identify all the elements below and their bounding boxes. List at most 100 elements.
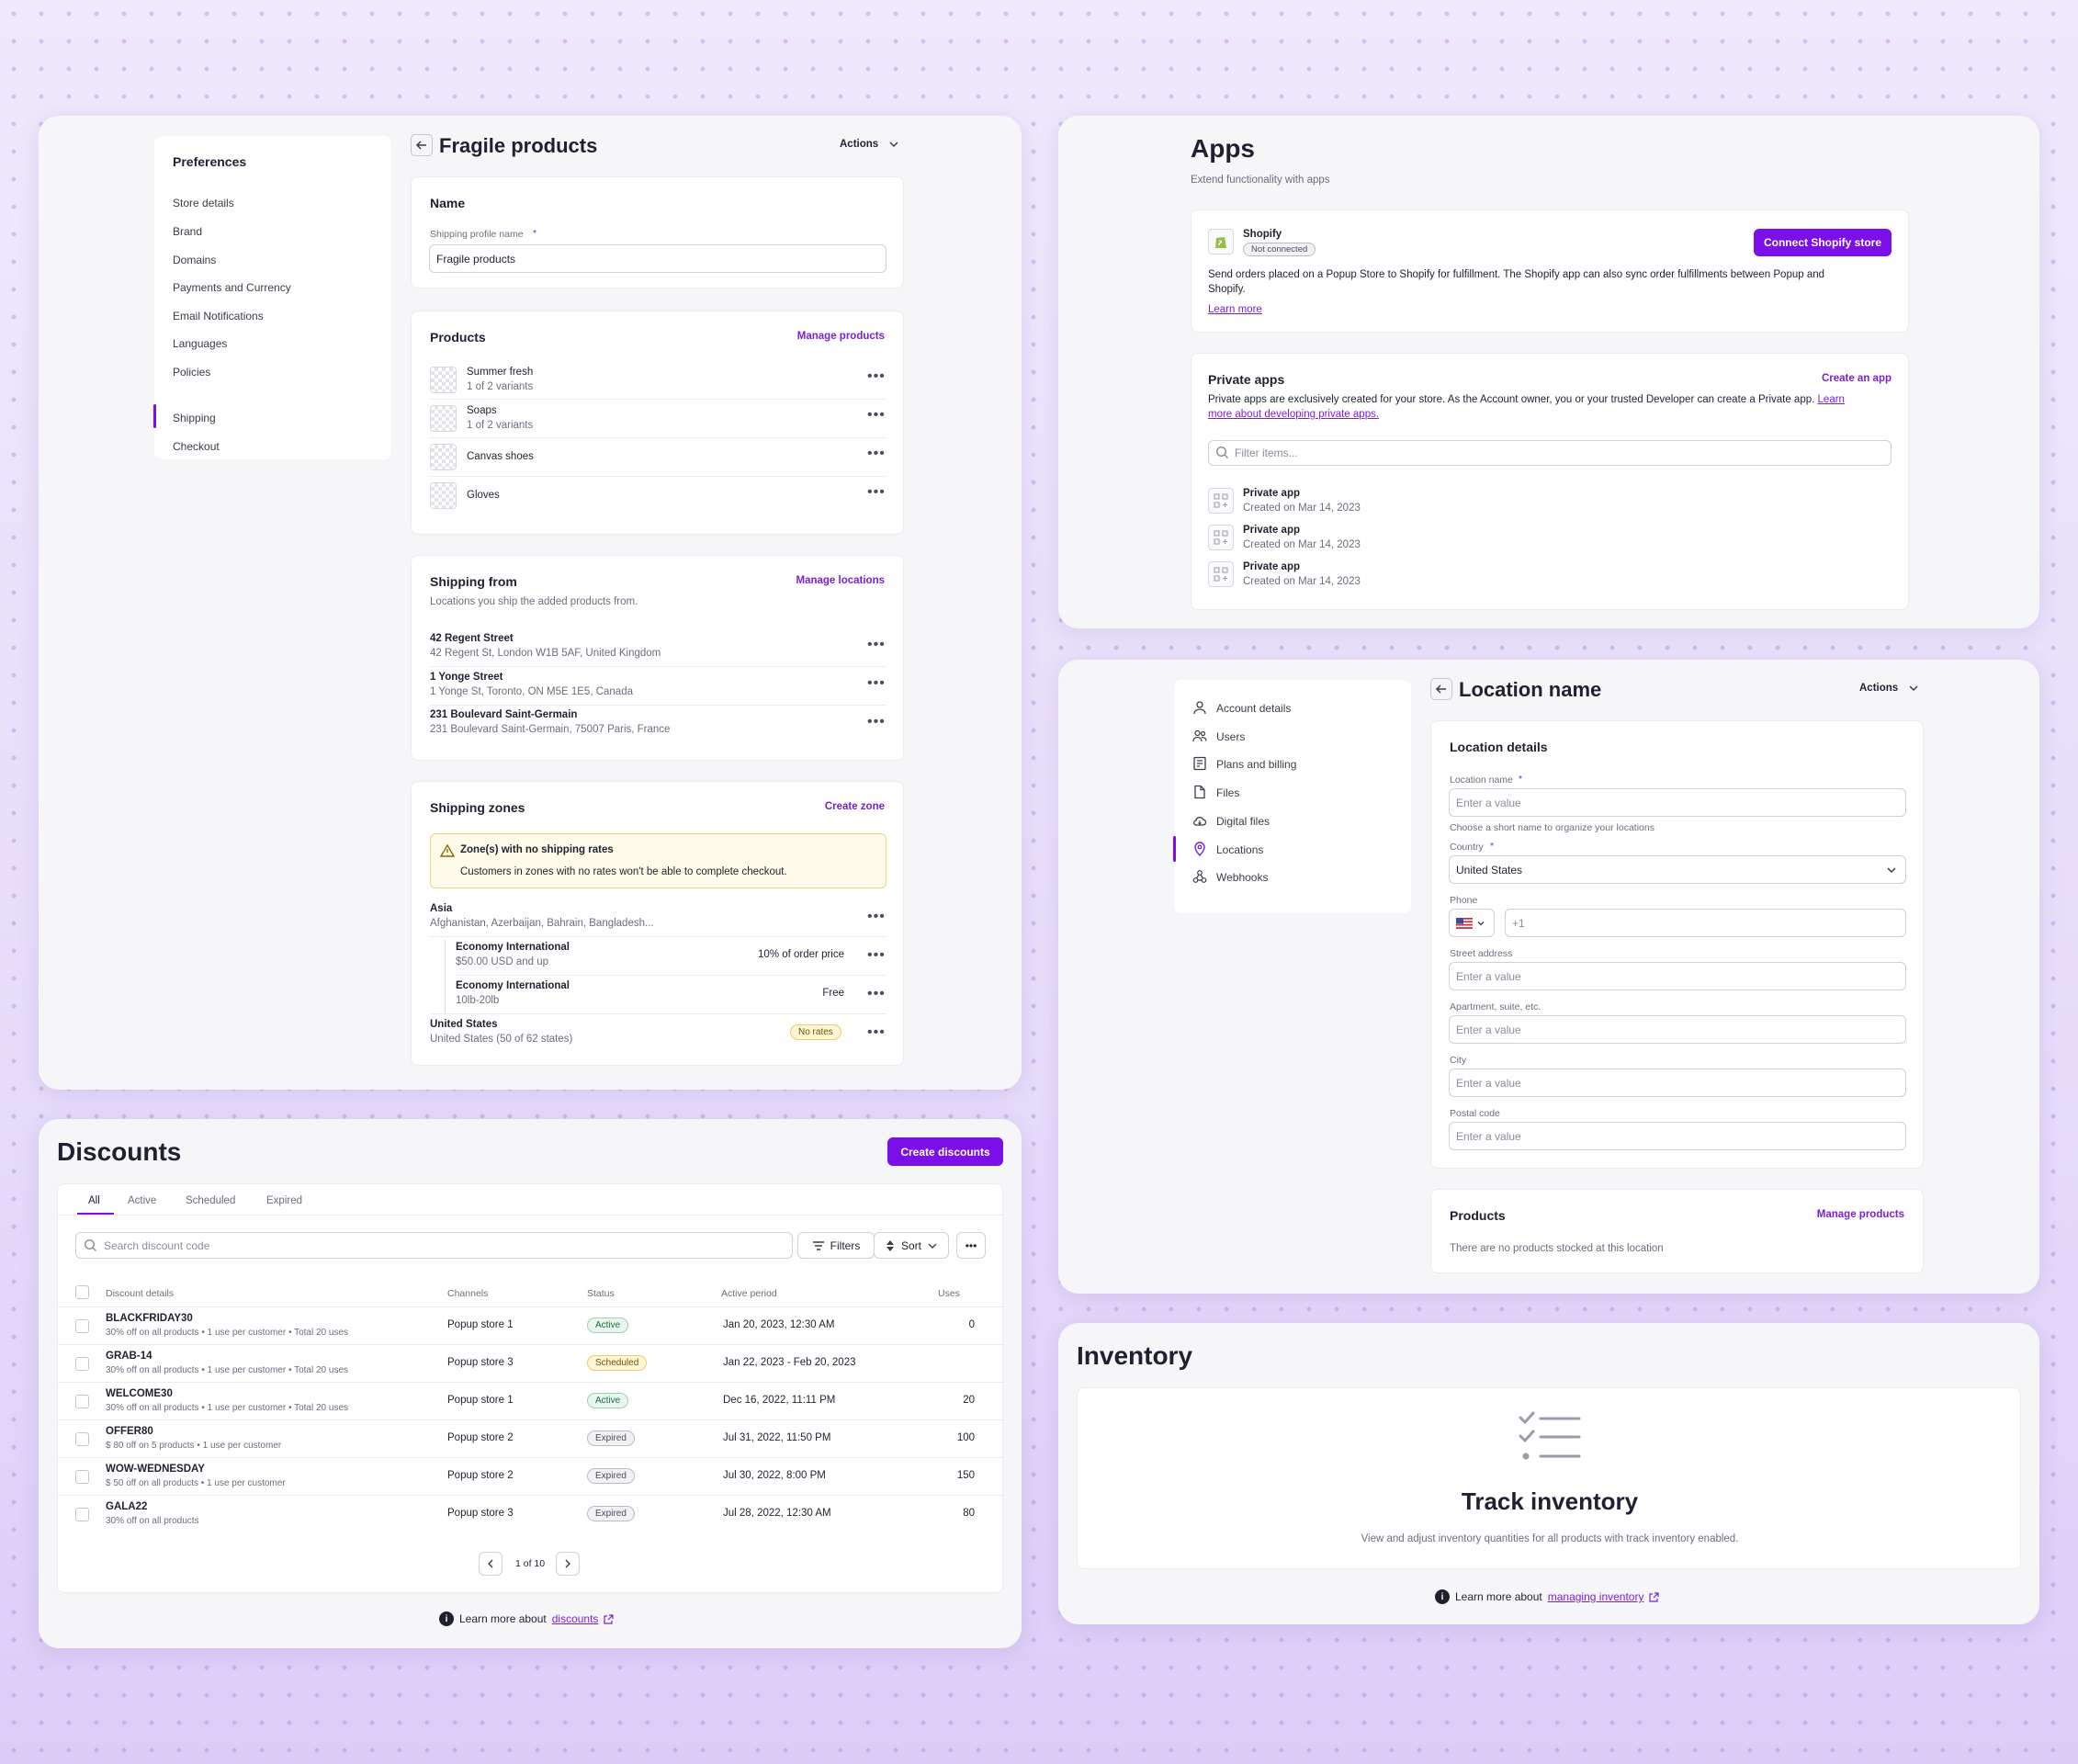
chevron-down-icon[interactable] bbox=[1885, 864, 1898, 876]
list-item[interactable]: Private app Created on Mar 14, 2023 bbox=[1208, 486, 1892, 519]
shopify-name: Shopify bbox=[1243, 229, 1282, 240]
developing-private-apps-link[interactable]: more about developing private apps. bbox=[1208, 409, 1380, 420]
sidebar-item-plans-and-billing[interactable]: Plans and billing bbox=[1174, 752, 1411, 776]
phone-country-select[interactable] bbox=[1449, 909, 1495, 937]
more-options-button[interactable]: ••• bbox=[956, 1232, 986, 1259]
create-app-link[interactable]: Create an app bbox=[1821, 373, 1892, 384]
more-icon[interactable]: ••• bbox=[867, 368, 886, 384]
more-icon[interactable]: ••• bbox=[867, 675, 886, 691]
table-row[interactable]: WELCOME30 30% off on all products • 1 us… bbox=[58, 1383, 1004, 1420]
manage-products-link[interactable]: Manage products bbox=[796, 331, 885, 342]
manage-locations-link[interactable]: Manage locations bbox=[796, 575, 886, 586]
inventory-title: Inventory bbox=[1077, 1341, 1193, 1370]
discount-period: Jul 28, 2022, 12:30 AM bbox=[723, 1508, 831, 1519]
location-name: 231 Boulevard Saint-Germain bbox=[430, 709, 578, 720]
select-all-checkbox[interactable] bbox=[75, 1285, 89, 1299]
nav-languages[interactable]: Languages bbox=[173, 337, 228, 350]
street-input[interactable]: Enter a value bbox=[1449, 962, 1906, 990]
location-name: 1 Yonge Street bbox=[430, 672, 503, 683]
country-select[interactable]: United States bbox=[1449, 855, 1906, 884]
filter-items-input[interactable]: Filter items... bbox=[1208, 440, 1892, 466]
sidebar-item-users[interactable]: Users bbox=[1174, 725, 1411, 749]
location-name-input[interactable]: Enter a value bbox=[1449, 788, 1906, 817]
prev-page-button[interactable] bbox=[479, 1552, 503, 1576]
table-row[interactable]: WOW-WEDNESDAY $ 50 off on all products •… bbox=[58, 1458, 1004, 1496]
create-discounts-button[interactable]: Create discounts bbox=[887, 1137, 1003, 1166]
sidebar-item-account-details[interactable]: Account details bbox=[1174, 696, 1411, 720]
table-row[interactable]: GALA22 30% off on all products Popup sto… bbox=[58, 1496, 1004, 1533]
discount-period: Jan 22, 2023 - Feb 20, 2023 bbox=[723, 1357, 856, 1368]
app-name: Private app bbox=[1243, 561, 1300, 572]
nav-store-details[interactable]: Store details bbox=[173, 197, 234, 209]
search-placeholder: Search discount code bbox=[104, 1238, 210, 1252]
sort-button[interactable]: Sort bbox=[874, 1232, 949, 1259]
more-icon[interactable]: ••• bbox=[867, 947, 886, 963]
create-zone-link[interactable]: Create zone bbox=[824, 801, 885, 812]
learn-link[interactable]: Learn bbox=[1817, 394, 1845, 405]
more-icon[interactable]: ••• bbox=[867, 407, 886, 423]
table-row[interactable]: GRAB-14 30% off on all products • 1 use … bbox=[58, 1345, 1004, 1383]
back-arrow-icon[interactable] bbox=[1430, 678, 1452, 700]
nav-checkout[interactable]: Checkout bbox=[173, 440, 220, 453]
row-checkbox[interactable] bbox=[75, 1508, 89, 1521]
discounts-learn-more: i Learn more about discounts bbox=[439, 1611, 615, 1626]
divider bbox=[58, 1306, 1004, 1307]
table-row[interactable]: BLACKFRIDAY30 30% off on all products • … bbox=[58, 1307, 1004, 1345]
filters-button[interactable]: Filters bbox=[797, 1232, 875, 1259]
nav-shipping[interactable]: Shipping bbox=[173, 412, 216, 424]
more-icon[interactable]: ••• bbox=[867, 986, 886, 1001]
nav-email[interactable]: Email Notifications bbox=[173, 310, 264, 322]
chevron-down-icon[interactable] bbox=[1907, 682, 1920, 695]
tab-active[interactable]: Active bbox=[128, 1195, 157, 1206]
track-inventory-desc: View and adjust inventory quantities for… bbox=[1361, 1533, 1739, 1544]
profile-name-label: Shipping profile name bbox=[430, 229, 524, 240]
learn-more-link[interactable]: Learn more bbox=[1208, 304, 1262, 315]
sidebar-item-webhooks[interactable]: Webhooks bbox=[1174, 865, 1411, 889]
more-icon[interactable]: ••• bbox=[867, 1024, 886, 1040]
nav-domains[interactable]: Domains bbox=[173, 254, 217, 266]
list-item[interactable]: Private app Created on Mar 14, 2023 bbox=[1208, 560, 1892, 593]
managing-inventory-link[interactable]: managing inventory bbox=[1547, 1590, 1644, 1603]
discount-uses: 100 bbox=[956, 1432, 975, 1443]
actions-menu[interactable]: Actions bbox=[840, 139, 879, 150]
row-checkbox[interactable] bbox=[75, 1357, 89, 1371]
more-icon[interactable]: ••• bbox=[867, 637, 886, 652]
sidebar-item-locations[interactable]: Locations bbox=[1173, 835, 1411, 862]
back-arrow-icon[interactable] bbox=[411, 134, 433, 156]
tab-expired[interactable]: Expired bbox=[266, 1195, 302, 1206]
shipping-from-desc: Locations you ship the added products fr… bbox=[430, 596, 638, 607]
more-icon[interactable]: ••• bbox=[867, 714, 886, 729]
product-thumbnail bbox=[430, 367, 457, 393]
apartment-input[interactable]: Enter a value bbox=[1449, 1015, 1906, 1044]
city-input[interactable]: Enter a value bbox=[1449, 1069, 1906, 1097]
table-row[interactable]: OFFER80 $ 80 off on 5 products • 1 use p… bbox=[58, 1420, 1004, 1458]
profile-name-input[interactable]: Fragile products bbox=[429, 244, 887, 273]
next-page-button[interactable] bbox=[556, 1552, 580, 1576]
manage-products-link[interactable]: Manage products bbox=[1816, 1209, 1904, 1220]
row-checkbox[interactable] bbox=[75, 1395, 89, 1408]
chevron-down-icon[interactable] bbox=[887, 138, 900, 151]
search-discount-input[interactable]: Search discount code bbox=[75, 1232, 793, 1259]
location-products-title: Products bbox=[1450, 1208, 1506, 1223]
more-icon[interactable]: ••• bbox=[867, 484, 886, 500]
sidebar-item-digital-files[interactable]: Digital files bbox=[1174, 809, 1411, 833]
nav-policies[interactable]: Policies bbox=[173, 366, 211, 379]
sidebar-item-files[interactable]: Files bbox=[1174, 781, 1411, 805]
nav-brand[interactable]: Brand bbox=[173, 225, 203, 238]
connect-shopify-button[interactable]: Connect Shopify store bbox=[1754, 229, 1892, 256]
row-checkbox[interactable] bbox=[75, 1319, 89, 1333]
postal-input[interactable]: Enter a value bbox=[1449, 1122, 1906, 1150]
row-checkbox[interactable] bbox=[75, 1470, 89, 1484]
discounts-link[interactable]: discounts bbox=[551, 1612, 599, 1625]
actions-menu[interactable]: Actions bbox=[1859, 683, 1899, 694]
row-checkbox[interactable] bbox=[75, 1432, 89, 1446]
more-icon[interactable]: ••• bbox=[867, 909, 886, 924]
more-icon[interactable]: ••• bbox=[867, 446, 886, 461]
nav-payments[interactable]: Payments and Currency bbox=[173, 281, 291, 294]
tab-all[interactable]: All bbox=[88, 1195, 100, 1206]
list-item[interactable]: Private app Created on Mar 14, 2023 bbox=[1208, 523, 1892, 556]
tab-scheduled[interactable]: Scheduled bbox=[186, 1195, 236, 1206]
phone-input[interactable]: +1 bbox=[1505, 909, 1906, 937]
warning-icon bbox=[440, 843, 455, 858]
chevron-left-icon bbox=[488, 1559, 493, 1568]
